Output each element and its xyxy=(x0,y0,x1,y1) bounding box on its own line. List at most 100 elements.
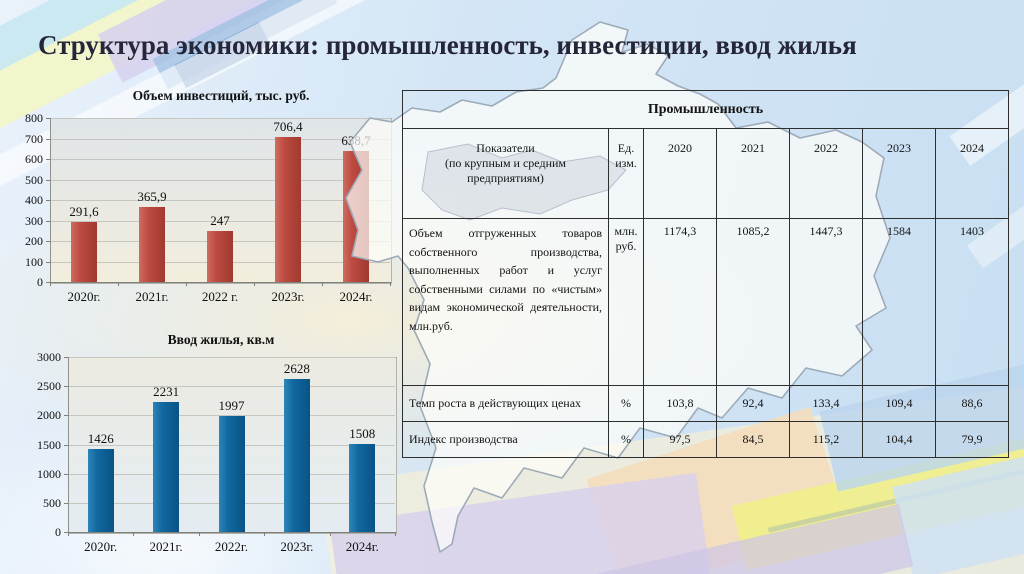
y-axis-tick-label: 300 xyxy=(25,213,43,228)
row-unit: млн. руб. xyxy=(608,218,644,386)
bar-2024 xyxy=(349,444,376,532)
x-axis-line xyxy=(68,532,395,533)
y-axis-tick xyxy=(46,118,50,119)
table-title-row: Промышленность xyxy=(401,90,1010,129)
x-axis-line xyxy=(50,282,390,283)
value-label: 247 xyxy=(210,213,230,229)
category-label: 2022 г. xyxy=(201,289,239,304)
bar-2022 xyxy=(218,415,245,532)
y-axis-tick xyxy=(64,415,68,417)
y-axis-tick xyxy=(46,282,50,283)
gridline xyxy=(50,138,390,140)
x-axis-tick xyxy=(390,282,391,286)
x-axis-tick xyxy=(186,282,187,286)
bar-2020 xyxy=(71,222,97,282)
y-axis-tick xyxy=(46,220,50,222)
row-value: 1174,3 xyxy=(643,218,717,386)
gridline xyxy=(50,200,390,201)
value-label: 2231 xyxy=(153,383,180,399)
gridline xyxy=(50,159,390,160)
y-axis-tick xyxy=(46,159,50,160)
category-label: 2020г. xyxy=(84,539,118,554)
table-row: Темп роста в действующих ценах% 103,8 92,4… xyxy=(402,385,1010,422)
bar-2020 xyxy=(87,448,114,532)
row-indicator: Индекс производства xyxy=(402,421,609,458)
gridline xyxy=(50,179,390,181)
header-year-2020: 2020 xyxy=(643,128,717,219)
row-indicator: Темп роста в действующих ценах xyxy=(402,385,609,422)
row-value: 84,5 xyxy=(716,421,790,458)
y-axis-tick-label: 1500 xyxy=(37,437,61,452)
y-axis-tick-label: 800 xyxy=(25,111,43,125)
category-label: 2022г. xyxy=(214,539,249,554)
row-value: 92,4 xyxy=(716,385,790,422)
row-value: 104,4 xyxy=(862,421,936,458)
y-axis-tick xyxy=(46,179,50,181)
value-label: 1426 xyxy=(87,430,114,446)
bar-2023 xyxy=(283,378,310,532)
row-value: 97,5 xyxy=(643,421,717,458)
y-axis-tick xyxy=(64,386,68,388)
y-axis-line xyxy=(50,118,51,282)
header-indicators: Показатели (по крупным и средним предприя… xyxy=(402,128,609,219)
row-value: 88,6 xyxy=(934,385,1010,422)
y-axis-tick xyxy=(46,138,50,140)
value-label: 2628 xyxy=(283,360,310,376)
industry-table-grid: Промышленность Показатели (по крупным и ср… xyxy=(401,90,1010,458)
y-axis-tick-label: 0 xyxy=(37,275,43,289)
y-axis-tick-label: 3000 xyxy=(37,350,61,364)
header-year-2024: 2024 xyxy=(934,128,1010,219)
category-label: 2024г. xyxy=(339,289,373,304)
housing-chart-title: Ввод жилья, кв.м xyxy=(167,332,275,347)
x-axis-tick xyxy=(198,532,200,536)
y-axis-tick-label: 2500 xyxy=(37,379,61,394)
row-value: 1584 xyxy=(862,218,936,386)
gridline xyxy=(68,357,395,358)
y-axis-line xyxy=(68,357,69,532)
gridline xyxy=(50,220,390,222)
value-label: 1997 xyxy=(218,397,245,413)
x-axis-tick xyxy=(322,282,323,286)
category-label: 2023г. xyxy=(280,539,314,554)
industry-table: Промышленность Показатели (по крупным и ср… xyxy=(401,90,1010,458)
bar-2024 xyxy=(343,151,369,282)
y-axis-tick xyxy=(64,502,68,504)
value-label: 1508 xyxy=(349,426,376,442)
header-year-2023: 2023 xyxy=(862,128,936,219)
category-label: 2023г. xyxy=(271,289,305,304)
gridline xyxy=(68,386,395,388)
y-axis-tick xyxy=(64,532,68,533)
x-axis-tick xyxy=(395,532,396,536)
table-row: Объем отгруженных товаров собственного п… xyxy=(402,218,1010,386)
y-axis-tick-label: 400 xyxy=(25,193,43,207)
y-axis-tick-label: 500 xyxy=(25,172,43,187)
row-value: 1447,3 xyxy=(789,218,863,386)
y-axis-tick-label: 1000 xyxy=(37,466,61,481)
value-label: 638,7 xyxy=(341,133,371,149)
value-label: 706,4 xyxy=(273,119,303,135)
decor-ribbon-line-bottomright xyxy=(767,468,1024,533)
decor-ribbon-lavender2-bottomright xyxy=(596,503,914,574)
x-axis-tick xyxy=(50,282,51,286)
x-axis-tick xyxy=(118,282,119,286)
table-header-row: Показатели (по крупным и средним предприя… xyxy=(402,128,1010,219)
header-year-2022: 2022 xyxy=(789,128,863,219)
value-label: 291,6 xyxy=(69,204,99,220)
header-year-2021: 2021 xyxy=(716,128,790,219)
y-axis-tick-label: 200 xyxy=(25,234,43,248)
gridline xyxy=(50,118,390,119)
y-axis-tick xyxy=(46,200,50,201)
row-value: 109,4 xyxy=(862,385,936,422)
y-axis-tick xyxy=(46,261,50,263)
y-axis-tick-label: 100 xyxy=(25,254,43,269)
table-row: Индекс производства% 97,5 84,5 115,2 104,4 79… xyxy=(402,421,1010,458)
investments-chart-title: Объем инвестиций, тыс. руб. xyxy=(132,88,310,103)
row-unit: % xyxy=(608,385,644,422)
category-label: 2021г. xyxy=(135,289,169,304)
housing-chart: Ввод жилья, кв.м 3000 2500 2000 1500 1000 500… xyxy=(22,330,397,572)
category-label: 2021г. xyxy=(149,539,183,554)
bar-2021 xyxy=(139,206,165,282)
table-title: Промышленность xyxy=(401,90,1010,129)
header-unit: Ед. изм. xyxy=(608,128,644,219)
page-title: Структура экономики: промышленность, инв… xyxy=(38,30,857,60)
